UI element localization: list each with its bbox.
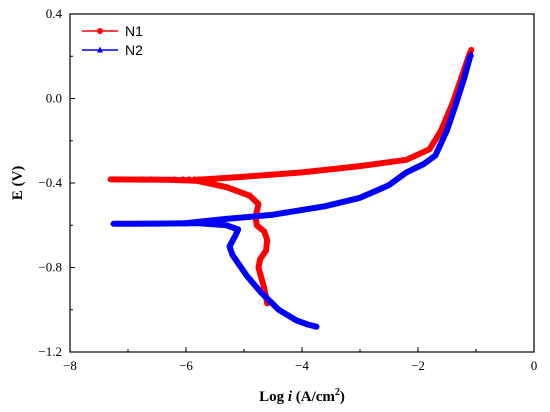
x-axis-label-unit: (A/cm bbox=[292, 389, 335, 405]
series-n2 bbox=[110, 50, 475, 330]
x-tick-label: −4 bbox=[295, 358, 309, 373]
y-tick-label: −1.2 bbox=[38, 344, 62, 359]
series-n1-anodic-branch bbox=[194, 49, 474, 183]
y-axis-label: E (V) bbox=[10, 166, 26, 201]
axes: −8 −6 −4 −2 0 −1.2 −0.8 −0.4 0.0 0.4 bbox=[38, 6, 537, 373]
series-n1-marker bbox=[171, 176, 178, 183]
x-tick-label: 0 bbox=[531, 358, 538, 373]
x-axis-label-prefix: Log bbox=[259, 389, 288, 405]
legend-label-n1: N1 bbox=[125, 23, 143, 39]
series-n1-marker bbox=[195, 176, 202, 183]
y-tick-label: 0.4 bbox=[46, 6, 63, 21]
x-axis-label-superscript: 2 bbox=[335, 387, 340, 398]
series-n2-marker bbox=[177, 220, 184, 227]
series-n1 bbox=[107, 46, 475, 307]
legend-label-n2: N2 bbox=[125, 42, 143, 58]
series-n2-marker bbox=[183, 220, 189, 227]
series-n2-marker bbox=[159, 220, 166, 227]
series-n1-marker bbox=[180, 176, 187, 183]
series-n2-marker bbox=[171, 220, 178, 227]
series-n2-marker bbox=[113, 220, 120, 227]
x-tick-label: −6 bbox=[179, 358, 193, 373]
legend-swatch-marker-n2 bbox=[97, 46, 103, 53]
legend-item-n2: N2 bbox=[82, 42, 143, 58]
x-tick-label: −2 bbox=[411, 358, 425, 373]
series-n2-marker bbox=[151, 220, 158, 227]
series-n1-marker bbox=[148, 176, 155, 183]
series-n1-end-marker bbox=[468, 46, 475, 53]
series-n2-marker bbox=[133, 220, 140, 227]
series-curves bbox=[107, 46, 475, 330]
series-n2-anodic-branch bbox=[183, 53, 474, 227]
legend-swatch-marker-n1 bbox=[97, 28, 103, 34]
x-axis-label-close: ) bbox=[340, 389, 345, 405]
series-n2-end-marker bbox=[468, 50, 475, 57]
series-n2-cathodic-branch bbox=[110, 220, 320, 330]
y-tick-label: −0.4 bbox=[38, 175, 62, 190]
y-tick-label: −0.8 bbox=[38, 260, 62, 275]
x-axis-label: Log i (A/cm2) bbox=[259, 387, 345, 405]
series-n1-marker bbox=[185, 176, 192, 183]
x-axis-label-variable: i bbox=[288, 389, 293, 405]
series-n2-marker bbox=[165, 220, 172, 227]
series-n2-marker bbox=[142, 220, 149, 227]
series-n1-marker bbox=[139, 176, 146, 183]
series-n1-cathodic-branch bbox=[107, 176, 271, 307]
y-tick-label: 0.0 bbox=[46, 91, 62, 106]
legend-item-n1: N1 bbox=[82, 23, 143, 39]
x-tick-label: −8 bbox=[63, 358, 77, 373]
